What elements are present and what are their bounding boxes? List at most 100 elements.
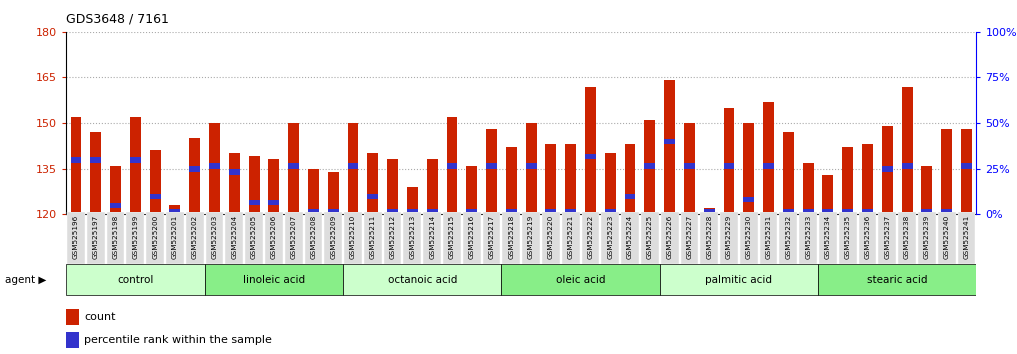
- Text: GSM525219: GSM525219: [528, 215, 534, 259]
- Bar: [170, 205, 180, 214]
- FancyBboxPatch shape: [146, 212, 164, 264]
- Bar: [862, 209, 873, 214]
- Bar: [407, 187, 418, 214]
- Text: GSM525216: GSM525216: [469, 215, 475, 259]
- FancyBboxPatch shape: [304, 212, 322, 264]
- Bar: [902, 163, 912, 169]
- Bar: [645, 120, 655, 214]
- Bar: [585, 154, 596, 159]
- FancyBboxPatch shape: [879, 212, 896, 264]
- Text: GSM525220: GSM525220: [548, 215, 554, 259]
- Bar: [842, 147, 853, 214]
- FancyBboxPatch shape: [621, 212, 639, 264]
- FancyBboxPatch shape: [641, 212, 659, 264]
- Text: GSM525204: GSM525204: [231, 215, 237, 259]
- Bar: [704, 208, 715, 214]
- Text: control: control: [117, 275, 154, 285]
- Bar: [407, 209, 418, 214]
- Text: GSM525223: GSM525223: [607, 215, 613, 259]
- FancyBboxPatch shape: [324, 212, 342, 264]
- Bar: [149, 194, 161, 199]
- Text: GSM525207: GSM525207: [291, 215, 297, 259]
- Bar: [248, 200, 259, 205]
- Text: GSM525239: GSM525239: [923, 215, 930, 259]
- Text: GSM525200: GSM525200: [153, 215, 159, 259]
- FancyBboxPatch shape: [661, 212, 678, 264]
- Bar: [110, 202, 121, 208]
- Text: GSM525212: GSM525212: [390, 215, 396, 259]
- Bar: [486, 129, 497, 214]
- Bar: [823, 209, 833, 214]
- FancyBboxPatch shape: [958, 212, 975, 264]
- FancyBboxPatch shape: [186, 212, 203, 264]
- Bar: [110, 166, 121, 214]
- Bar: [308, 209, 319, 214]
- Bar: [505, 147, 517, 214]
- FancyBboxPatch shape: [502, 212, 521, 264]
- Bar: [149, 150, 161, 214]
- Text: GSM525235: GSM525235: [845, 215, 850, 259]
- Text: agent ▶: agent ▶: [5, 275, 47, 285]
- FancyBboxPatch shape: [739, 212, 758, 264]
- FancyBboxPatch shape: [601, 212, 619, 264]
- Bar: [130, 117, 140, 214]
- Bar: [565, 144, 576, 214]
- Bar: [327, 172, 339, 214]
- Bar: [763, 163, 774, 169]
- Bar: [268, 200, 280, 205]
- FancyBboxPatch shape: [245, 212, 263, 264]
- Bar: [446, 117, 458, 214]
- Text: GSM525199: GSM525199: [132, 215, 138, 259]
- Bar: [66, 309, 79, 325]
- Bar: [723, 108, 734, 214]
- Bar: [308, 169, 319, 214]
- FancyBboxPatch shape: [364, 212, 381, 264]
- Text: octanoic acid: octanoic acid: [387, 275, 457, 285]
- FancyBboxPatch shape: [443, 212, 461, 264]
- Text: GSM525197: GSM525197: [93, 215, 99, 259]
- Text: GSM525201: GSM525201: [172, 215, 178, 259]
- Bar: [645, 163, 655, 169]
- Bar: [348, 163, 358, 169]
- Text: GSM525217: GSM525217: [488, 215, 494, 259]
- FancyBboxPatch shape: [501, 264, 660, 295]
- Text: GSM525234: GSM525234: [825, 215, 831, 259]
- Bar: [605, 209, 615, 214]
- Bar: [743, 123, 755, 214]
- Text: GSM525222: GSM525222: [588, 215, 594, 259]
- Bar: [486, 163, 497, 169]
- Text: palmitic acid: palmitic acid: [706, 275, 772, 285]
- Text: linoleic acid: linoleic acid: [243, 275, 305, 285]
- Bar: [921, 166, 933, 214]
- Bar: [505, 209, 517, 214]
- Bar: [526, 163, 537, 169]
- Text: GSM525206: GSM525206: [271, 215, 277, 259]
- Bar: [387, 159, 398, 214]
- Text: GSM525218: GSM525218: [508, 215, 515, 259]
- Bar: [545, 209, 556, 214]
- Bar: [763, 102, 774, 214]
- Text: GSM525236: GSM525236: [864, 215, 871, 259]
- FancyBboxPatch shape: [799, 212, 817, 264]
- FancyBboxPatch shape: [819, 212, 837, 264]
- Bar: [367, 194, 378, 199]
- Bar: [684, 163, 695, 169]
- Text: GSM525225: GSM525225: [647, 215, 653, 259]
- Bar: [802, 209, 814, 214]
- FancyBboxPatch shape: [720, 212, 738, 264]
- Bar: [170, 209, 180, 214]
- FancyBboxPatch shape: [760, 212, 777, 264]
- Bar: [664, 80, 675, 214]
- FancyBboxPatch shape: [858, 212, 877, 264]
- Bar: [229, 153, 240, 214]
- Bar: [624, 194, 636, 199]
- Bar: [882, 126, 893, 214]
- Bar: [467, 209, 477, 214]
- Bar: [526, 123, 537, 214]
- Bar: [941, 129, 952, 214]
- Text: GSM525238: GSM525238: [904, 215, 910, 259]
- Bar: [229, 169, 240, 175]
- FancyBboxPatch shape: [582, 212, 599, 264]
- Bar: [327, 209, 339, 214]
- Bar: [248, 156, 259, 214]
